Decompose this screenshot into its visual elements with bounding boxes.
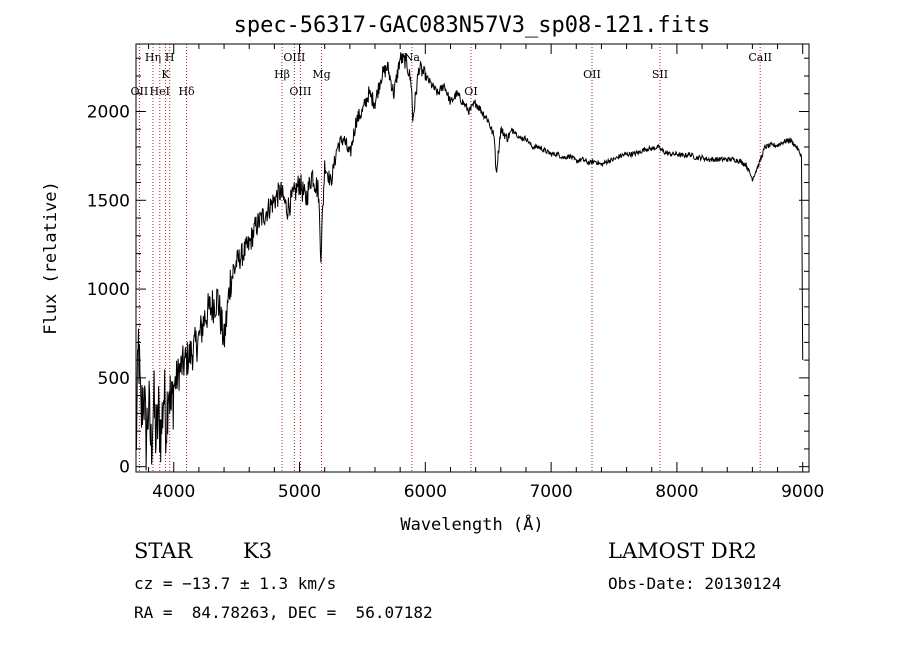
spectral-line-label: H [165, 51, 175, 64]
x-tick-label: 7000 [529, 482, 572, 502]
y-tick-label: 2000 [87, 102, 130, 122]
axis-ticks: 4000 5000 6000 7000 8000 9000 0 500 1000 1500 2000 [87, 44, 824, 502]
coordinates-label: RA = 84.78263, DEC = 56.07182 [134, 603, 433, 622]
y-tick-label: 1500 [87, 191, 130, 211]
y-tick-label: 500 [98, 369, 130, 389]
spectral-line-label: CaII [748, 51, 772, 64]
x-tick-label: 8000 [655, 482, 698, 502]
spectral-line-label: OI [464, 85, 477, 98]
spectral-line-label: OII [583, 68, 601, 81]
obs-date-label: Obs-Date: 20130124 [608, 574, 782, 593]
spectrum-line [135, 52, 804, 471]
plot-frame [135, 43, 810, 473]
survey-label: LAMOST DR2 [608, 539, 757, 563]
spectral-line-label: Na [404, 51, 421, 64]
y-tick-label: 1000 [87, 280, 130, 300]
chart-title: spec-56317-GAC083N57V3_sp08-121.fits [234, 13, 711, 38]
spectral-line-label: Hβ [274, 68, 290, 81]
redshift-label: cz = −13.7 ± 1.3 km/s [134, 574, 337, 593]
y-tick-label: 0 [119, 458, 130, 478]
spectral-line-label: OII [131, 85, 149, 98]
spectral-line-label: Hη [145, 51, 161, 64]
spectral-line-label: SII [652, 68, 668, 81]
y-axis-label: Flux (relative) [41, 181, 61, 335]
x-tick-label: 9000 [781, 482, 824, 502]
spectral-line-label: K [161, 68, 170, 81]
object-type-label: STAR [134, 539, 193, 563]
spectral-line-label: HeI [150, 85, 170, 98]
spectral-line-label: OIII [283, 51, 305, 64]
subclass-label: K3 [243, 539, 273, 563]
x-tick-label: 4000 [152, 482, 195, 502]
spectral-line-label: Hδ [178, 85, 195, 98]
spectral-line-label: OIII [289, 85, 311, 98]
x-tick-label: 6000 [404, 482, 447, 502]
spectral-line-label: Mg [312, 68, 330, 81]
x-tick-label: 5000 [278, 482, 321, 502]
x-axis-label: Wavelength (Å) [400, 513, 543, 535]
